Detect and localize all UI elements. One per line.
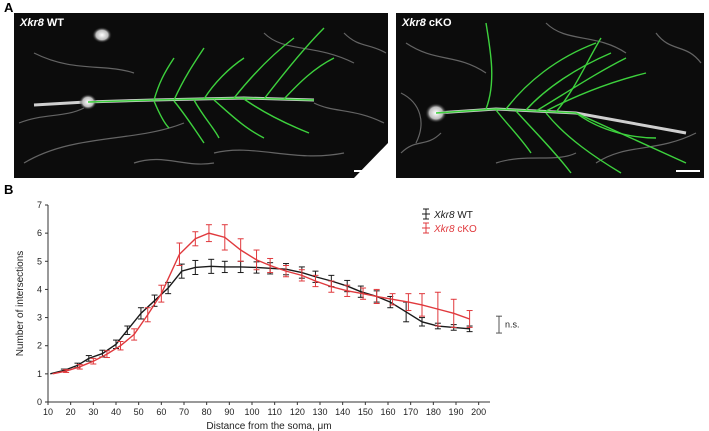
x-tick-label: 50 (134, 407, 144, 417)
micrograph-cko: Xkr8 cKO (396, 13, 704, 178)
x-tick-label: 80 (202, 407, 212, 417)
x-tick-label: 180 (426, 407, 441, 417)
x-tick-label: 120 (290, 407, 305, 417)
legend-label-wt: Xkr8 WT (433, 210, 473, 221)
significance-label: n.s. (505, 320, 520, 330)
micrograph-wt: Xkr8 WT (14, 13, 388, 178)
x-tick-label: 140 (335, 407, 350, 417)
panel-b-letter: B (4, 182, 14, 197)
legend-item-wt: Xkr8 WT (422, 208, 473, 221)
y-tick-label: 3 (37, 313, 42, 323)
x-tick-label: 110 (267, 407, 281, 417)
micrograph-cko-image (400, 22, 702, 174)
x-tick-label: 30 (88, 407, 98, 417)
series-line-cko (52, 232, 470, 375)
significance-bracket: n.s. (496, 315, 520, 334)
sholl-chart: 0 1 2 3 4 5 6 7 10 20 30 40 50 60 70 80 90 100 110 120 130 14… (15, 200, 520, 431)
y-tick-label: 4 (37, 284, 42, 294)
x-tick-label: 20 (66, 407, 76, 417)
micrograph-wt-label: Xkr8 WT (20, 17, 65, 29)
x-tick-label: 150 (358, 407, 373, 417)
scale-bar-wt (354, 170, 378, 172)
x-tick-label: 90 (224, 407, 234, 417)
micrograph-cko-label: Xkr8 cKO (402, 17, 452, 29)
legend-item-cko: Xkr8 cKO (422, 222, 477, 235)
series-wt (50, 258, 473, 375)
y-tick-label: 6 (37, 228, 42, 238)
legend-label-cko: Xkr8 cKO (433, 224, 477, 235)
y-tick-label: 1 (37, 369, 42, 379)
chart-axes: 0 1 2 3 4 5 6 7 10 20 30 40 50 60 70 80 90 100 110 120 130 14… (37, 200, 490, 417)
y-tick-label: 0 (37, 397, 42, 407)
chart-legend: Xkr8 WT Xkr8 cKO (422, 208, 477, 235)
series-line-wt (50, 265, 470, 375)
y-axis-label: Number of intersections (15, 251, 26, 357)
scale-bar-cko (676, 170, 700, 172)
x-tick-label: 40 (111, 407, 121, 417)
x-tick-label: 60 (156, 407, 166, 417)
y-tick-label: 7 (37, 200, 42, 210)
x-tick-label: 130 (312, 407, 327, 417)
y-tick-label: 2 (37, 341, 42, 351)
x-axis-label: Distance from the soma, μm (206, 421, 331, 431)
y-tick-label: 5 (37, 256, 42, 266)
x-tick-label: 10 (43, 407, 53, 417)
x-tick-label: 160 (380, 407, 395, 417)
x-tick-label: 170 (403, 407, 418, 417)
panel-a-letter: A (4, 0, 14, 15)
micrograph-wt-image (18, 27, 388, 178)
x-tick-label: 190 (448, 407, 463, 417)
series-cko (52, 224, 473, 375)
x-tick-label: 100 (244, 407, 259, 417)
x-tick-label: 70 (179, 407, 189, 417)
x-tick-label: 200 (471, 407, 486, 417)
